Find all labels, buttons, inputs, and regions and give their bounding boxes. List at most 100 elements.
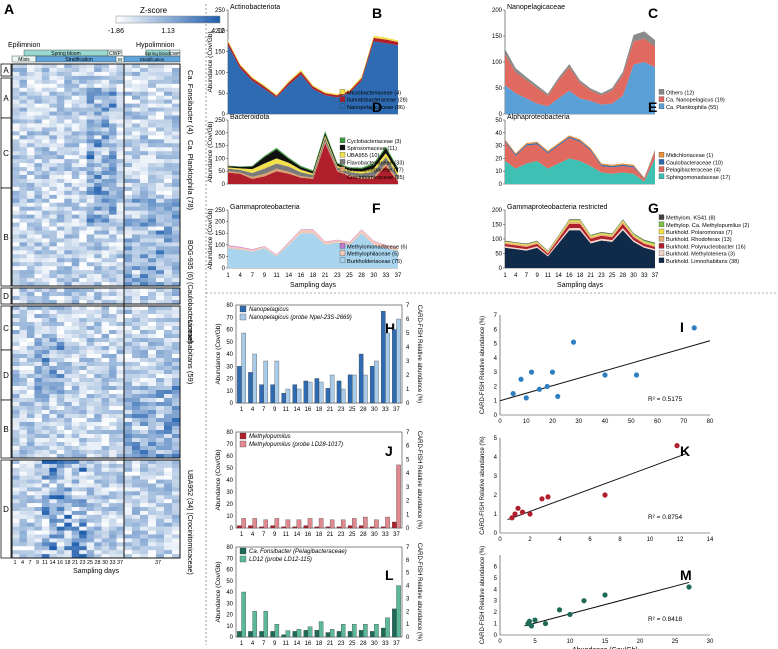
heatmap-cell [79, 258, 87, 263]
heatmap-cell [71, 266, 80, 271]
heatmap-cell [86, 434, 95, 439]
heatmap-cell [71, 454, 80, 459]
heatmap-cell [41, 454, 50, 459]
heatmap-cell [132, 67, 141, 73]
heatmap-cell [71, 79, 80, 85]
heatmap-cell [124, 510, 133, 516]
y-tick-label: 50 [218, 254, 225, 260]
heatmap-x-tick: 28 [94, 560, 100, 566]
heatmap-cell [132, 87, 141, 93]
heatmap-cell [116, 326, 125, 331]
heatmap-cell [140, 175, 149, 180]
heatmap-cell [41, 296, 50, 301]
heatmap-cell [101, 127, 110, 132]
heatmap-cell [156, 115, 165, 120]
legend-swatch [239, 313, 247, 321]
scatter-point [549, 369, 556, 375]
heatmap-cell [124, 234, 133, 239]
heatmap-cell [86, 378, 95, 383]
heatmap-cell [86, 430, 95, 435]
heatmap-cell [164, 143, 173, 148]
heatmap-cell [19, 95, 28, 100]
heatmap-cell [156, 390, 165, 395]
heatmap-cell [164, 483, 173, 488]
heatmap-cell [156, 503, 165, 508]
heatmap-cell [156, 296, 165, 301]
heatmap-cell [164, 382, 173, 387]
heatmap-cell [124, 366, 133, 371]
heatmap-cell [86, 147, 95, 152]
heatmap-cell [86, 242, 95, 247]
heatmap-cell [94, 554, 102, 559]
heatmap-cell [49, 518, 58, 524]
heatmap-cell [132, 463, 141, 469]
heatmap-cell [49, 546, 58, 551]
heatmap-cell [86, 483, 95, 488]
heatmap-cell [34, 218, 43, 223]
heatmap-cell [116, 510, 125, 516]
heatmap-cell [94, 430, 102, 435]
heatmap-cell [19, 266, 28, 271]
heatmap-cell [34, 246, 43, 251]
heatmap-cell [124, 322, 133, 327]
heatmap-cell [12, 194, 20, 200]
heatmap-cell [26, 111, 35, 116]
bar-primary [336, 526, 342, 529]
heatmap-cell [49, 91, 58, 97]
heatmap-cell [79, 346, 87, 351]
heatmap-cell [71, 254, 80, 259]
heatmap-cell [26, 538, 35, 543]
heatmap-cell [140, 288, 149, 293]
heatmap-cell [164, 151, 173, 156]
heatmap-cell [71, 282, 80, 287]
heatmap-cell [79, 64, 87, 69]
heatmap-cell [41, 159, 50, 164]
heatmap-cell [26, 450, 35, 455]
heatmap-cell [41, 534, 50, 539]
legend-swatch [339, 152, 346, 158]
heatmap-cell [101, 503, 110, 508]
heatmap-cell [101, 300, 110, 305]
heatmap-cell [164, 230, 173, 235]
heatmap-cell [101, 178, 110, 184]
heatmap-cell [79, 83, 87, 89]
bar-primary [270, 631, 275, 638]
heatmap-cell [164, 258, 173, 263]
heatmap-cell [140, 362, 149, 367]
heatmap-cell [26, 234, 35, 239]
heatmap-cell [101, 274, 110, 279]
heatmap-cell [64, 370, 73, 375]
heatmap-cell [140, 370, 149, 375]
heatmap-cell [19, 354, 28, 359]
y-tick-label: 5 [494, 576, 498, 582]
bar-secondary [296, 629, 302, 638]
y-axis-label: Abundance (Cov/Gb) [207, 121, 214, 182]
x-tick-label: 18 [316, 641, 323, 647]
heatmap-cell [94, 163, 102, 168]
heatmap-cell [101, 350, 110, 355]
heatmap-cell [19, 254, 28, 259]
scatter-point [556, 607, 563, 613]
heatmap-cell [109, 414, 117, 419]
heatmap-cell [34, 422, 43, 427]
x-tick-label: 6 [588, 537, 592, 543]
heatmap-cell [94, 479, 102, 484]
heatmap-cell [12, 394, 20, 399]
heatmap-cell [12, 230, 20, 235]
heatmap-cell [49, 202, 58, 208]
heatmap-cell [12, 266, 20, 271]
heatmap-cell [132, 91, 141, 97]
heatmap-cell [156, 270, 165, 275]
heatmap-cell [34, 292, 43, 297]
heatmap-cell [156, 79, 165, 85]
heatmap-cell [132, 394, 141, 399]
heatmap-cell [124, 79, 133, 85]
heatmap-cell [116, 386, 125, 391]
heatmap-cell [56, 483, 65, 488]
x-tick-label: 37 [395, 273, 402, 279]
heatmap-cell [19, 518, 28, 524]
heatmap-cell [140, 226, 149, 231]
heatmap-cell [140, 107, 149, 112]
heatmap-cell [164, 422, 173, 427]
heatmap-cell [101, 378, 110, 383]
